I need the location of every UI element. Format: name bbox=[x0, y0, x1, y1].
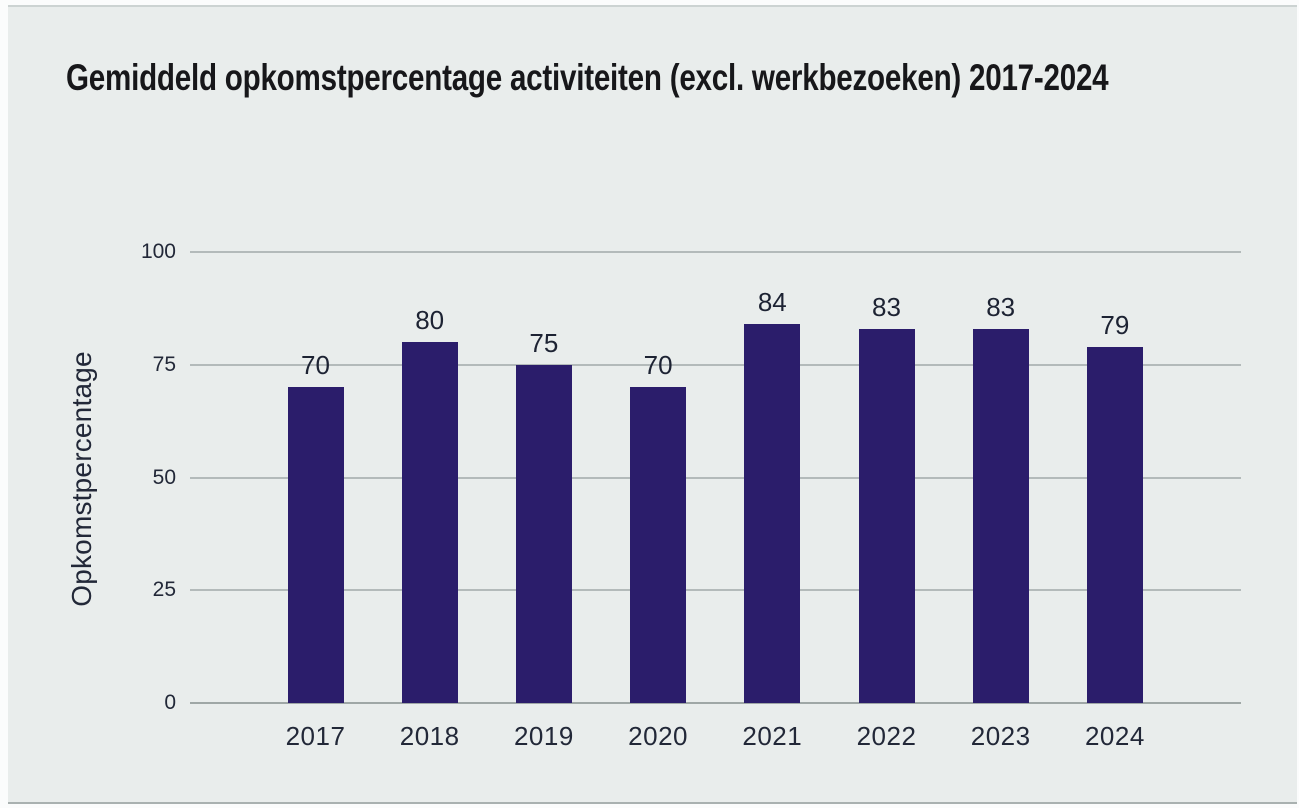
bar-2018 bbox=[401, 342, 458, 703]
x-tick-label: 2024 bbox=[1084, 721, 1145, 751]
x-tick-label: 2022 bbox=[856, 721, 917, 751]
bar-value-label: 80 bbox=[415, 305, 445, 336]
x-tick-label: 2019 bbox=[513, 721, 574, 751]
bar-value-label: 83 bbox=[986, 291, 1016, 322]
x-axis-baseline bbox=[190, 702, 1241, 704]
y-tick-label: 75 bbox=[152, 352, 176, 376]
bar-2021 bbox=[744, 324, 801, 703]
gridline bbox=[190, 589, 1241, 592]
bar-value-label: 84 bbox=[757, 287, 787, 318]
bar-2020 bbox=[630, 387, 687, 703]
bar-2022 bbox=[858, 328, 915, 703]
x-tick-label: 2017 bbox=[285, 721, 346, 751]
x-tick-label: 2023 bbox=[970, 721, 1031, 751]
x-tick-label: 2021 bbox=[742, 721, 803, 751]
y-tick-label: 100 bbox=[140, 240, 176, 263]
y-tick-label: 50 bbox=[152, 465, 176, 489]
bar-2019 bbox=[515, 364, 572, 703]
bar-value-label: 83 bbox=[872, 291, 901, 322]
y-tick-label: 0 bbox=[164, 691, 176, 714]
x-tick-label: 2018 bbox=[399, 721, 460, 751]
bar-2023 bbox=[972, 328, 1029, 703]
bar-value-label: 70 bbox=[643, 350, 673, 381]
chart-title: Gemiddeld opkomstpercentage activiteiten… bbox=[66, 57, 1109, 98]
y-tick-label: 25 bbox=[152, 578, 176, 602]
bar-value-label: 75 bbox=[529, 327, 559, 358]
gridline bbox=[190, 251, 1241, 253]
bar-value-label: 79 bbox=[1100, 309, 1130, 340]
bar-2017 bbox=[287, 387, 344, 703]
bar-2024 bbox=[1086, 346, 1143, 703]
gridline bbox=[190, 476, 1241, 479]
bar-value-label: 70 bbox=[301, 350, 330, 381]
gridline bbox=[190, 363, 1241, 366]
x-tick-label: 2020 bbox=[628, 721, 689, 751]
